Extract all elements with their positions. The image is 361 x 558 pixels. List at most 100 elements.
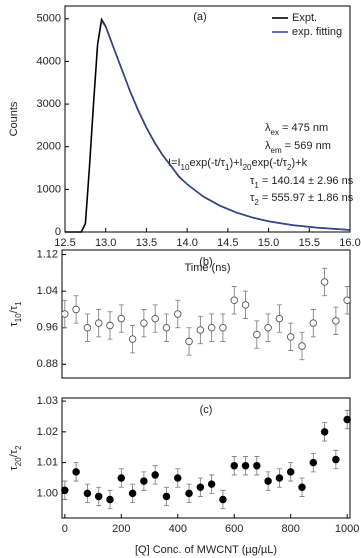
data-point bbox=[286, 333, 295, 341]
data-point bbox=[196, 326, 205, 334]
data-point bbox=[174, 310, 182, 318]
y-axis-label-part: 10 bbox=[14, 313, 23, 322]
data-point bbox=[253, 461, 261, 470]
x-tick-label: 0 bbox=[62, 523, 68, 535]
annotation-part: exp(-t/τ bbox=[189, 157, 225, 169]
data-point bbox=[264, 477, 272, 485]
y-tick-label: 1.03 bbox=[37, 395, 58, 407]
x-tick-label: 15.0 bbox=[258, 237, 279, 249]
data-point bbox=[117, 314, 126, 323]
data-point bbox=[61, 486, 69, 495]
annotation-part: λ bbox=[265, 122, 271, 134]
annotation-part: = 475 nm bbox=[279, 122, 328, 134]
x-tick-label: 200 bbox=[112, 523, 130, 535]
data-point bbox=[309, 458, 318, 467]
y-axis-label: Counts bbox=[8, 101, 20, 136]
data-point bbox=[230, 461, 238, 470]
data-point bbox=[275, 314, 284, 323]
data-point bbox=[298, 483, 306, 491]
y-tick-label: 1.01 bbox=[37, 457, 58, 469]
annotation-part: = 140.14 ± 2.96 ns bbox=[259, 175, 354, 187]
data-point bbox=[185, 489, 193, 498]
data-point bbox=[264, 323, 272, 332]
data-point bbox=[151, 314, 159, 323]
y-axis-label-part: /τ bbox=[8, 449, 20, 457]
y-tick-label: 1000 bbox=[37, 183, 61, 195]
x-tick-label: 15.5 bbox=[299, 237, 320, 249]
annotation: (a) bbox=[193, 11, 206, 23]
x-tick-label: 16.0 bbox=[339, 237, 360, 249]
annotation-part: = 569 nm bbox=[282, 140, 331, 152]
x-tick-label: 800 bbox=[282, 523, 300, 535]
y-axis-label-part: 1 bbox=[14, 301, 23, 306]
annotation-part: τ bbox=[250, 192, 255, 204]
x-tick-label: 14.5 bbox=[217, 237, 238, 249]
data-point bbox=[83, 489, 92, 498]
annotation: λex = 475 nm bbox=[265, 122, 328, 137]
data-point bbox=[162, 323, 171, 332]
data-point bbox=[72, 468, 80, 476]
data-point bbox=[94, 319, 103, 327]
annotation: λem = 569 nm bbox=[265, 140, 331, 155]
data-point bbox=[241, 461, 250, 470]
legend-label: Expt. bbox=[292, 12, 317, 24]
data-point bbox=[117, 474, 126, 482]
data-point bbox=[253, 330, 261, 339]
data-point bbox=[332, 455, 340, 464]
annotation-part: 20 bbox=[243, 163, 252, 172]
y-tick-label: 0.88 bbox=[37, 358, 58, 370]
data-point bbox=[320, 278, 329, 286]
annotation: τ2 = 555.97 ± 1.86 ns bbox=[250, 192, 354, 207]
annotation-part: 2 bbox=[287, 163, 292, 172]
x-tick-label: 12.5 bbox=[54, 237, 75, 249]
y-tick-label: 2000 bbox=[37, 141, 61, 153]
y-tick-label: 1.02 bbox=[37, 426, 58, 438]
annotation: (c) bbox=[200, 404, 213, 416]
annotation-part: 2 bbox=[254, 198, 259, 207]
data-point bbox=[196, 483, 205, 491]
data-point bbox=[106, 321, 114, 330]
plot-frame bbox=[61, 397, 351, 519]
annotation-part: ex bbox=[271, 128, 279, 137]
data-point bbox=[94, 492, 103, 501]
y-tick-label: 1.04 bbox=[37, 285, 58, 297]
annotation-part: em bbox=[271, 146, 282, 155]
data-point bbox=[298, 342, 306, 350]
annotation-part: λ bbox=[265, 140, 271, 152]
data-point bbox=[72, 305, 80, 314]
y-tick-label: 5000 bbox=[37, 13, 61, 25]
y-tick-label: 0 bbox=[55, 226, 61, 238]
data-point bbox=[207, 323, 216, 332]
y-axis-label-part: 2 bbox=[14, 445, 23, 450]
x-axis-label: Time (ns) bbox=[184, 262, 230, 274]
x-tick-label: 13.0 bbox=[95, 237, 116, 249]
data-point bbox=[241, 301, 250, 309]
annotation: (b) bbox=[199, 256, 212, 268]
annotation-part: 10 bbox=[181, 163, 190, 172]
data-point bbox=[83, 323, 92, 332]
annotation: I=I10exp(-t/τ1)+I20exp(-t/τ2)+k bbox=[168, 157, 308, 172]
annotation-part: τ bbox=[250, 175, 255, 187]
data-point bbox=[174, 474, 182, 482]
y-tick-label: 4000 bbox=[37, 55, 61, 67]
data-line bbox=[101, 20, 351, 231]
y-axis-label-part: 20 bbox=[14, 457, 23, 466]
data-point bbox=[128, 489, 137, 498]
y-axis-label-part: τ bbox=[8, 466, 20, 471]
data-point bbox=[140, 477, 148, 485]
data-point bbox=[275, 474, 284, 482]
data-point bbox=[286, 468, 295, 476]
data-point bbox=[106, 495, 114, 504]
y-tick-label: 3000 bbox=[37, 98, 61, 110]
x-tick-label: 600 bbox=[225, 523, 243, 535]
annotation-part: )+k bbox=[291, 157, 307, 169]
plot-frame bbox=[64, 5, 351, 233]
data-point bbox=[320, 428, 329, 436]
data-point bbox=[219, 323, 227, 332]
data-point bbox=[140, 319, 148, 327]
data-point bbox=[343, 415, 351, 424]
y-axis-label-part: τ bbox=[8, 322, 20, 327]
annotation-part: )+I bbox=[229, 157, 242, 169]
